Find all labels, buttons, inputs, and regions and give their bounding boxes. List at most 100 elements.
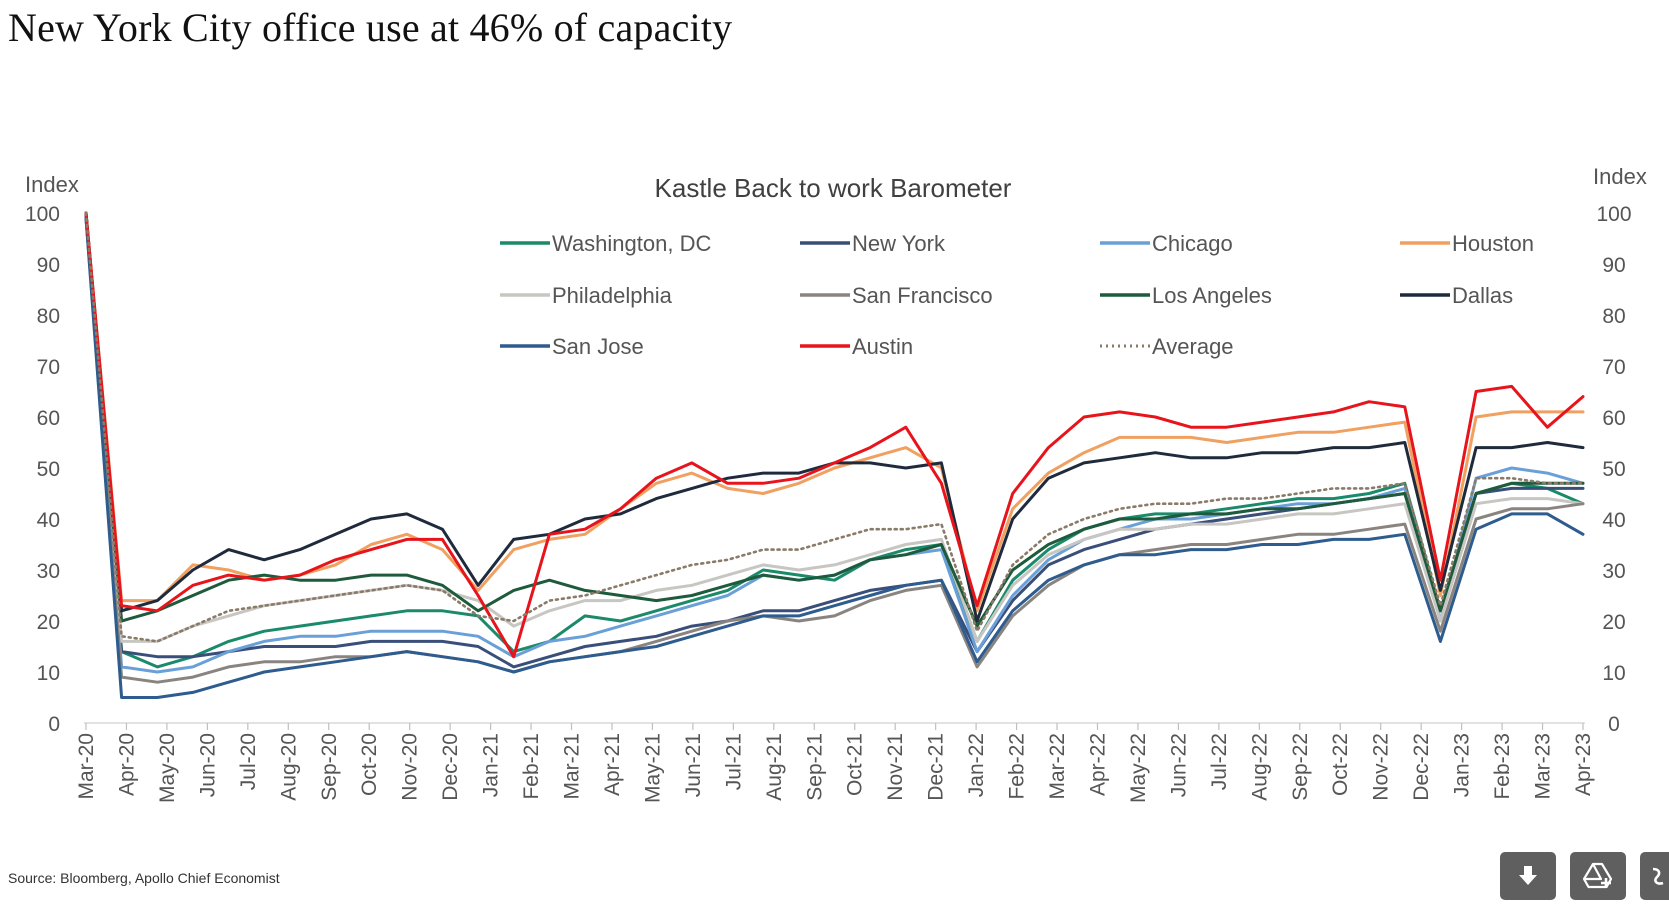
legend-label: Los Angeles (1152, 283, 1272, 308)
x-tick-label: May-22 (1127, 733, 1150, 803)
y-tick-left-label: 80 (37, 305, 60, 328)
series-line-washington-dc (84, 211, 1585, 669)
x-tick-label: Dec-22 (1410, 733, 1433, 801)
y-axis-right: 0 10 20 30 40 50 60 70 80 90 100 (1596, 203, 1631, 736)
y-tick-right-label: 70 (1602, 356, 1625, 379)
partial-icon (1652, 867, 1663, 885)
x-tick-label: Sep-20 (318, 733, 341, 801)
x-tick-label: Dec-20 (439, 733, 462, 801)
y-tick-left-label: 10 (37, 662, 60, 685)
series-line-chicago (84, 216, 1585, 674)
legend-item: Average (1100, 334, 1234, 359)
y-tick-right-label: 30 (1602, 560, 1625, 583)
x-tick-label: Feb-22 (1006, 733, 1029, 800)
x-tick-label: Apr-21 (601, 733, 624, 796)
legend-item: San Jose (500, 334, 644, 359)
x-tick-label: Jul-22 (1208, 733, 1231, 790)
google-drive-icon (1582, 862, 1613, 889)
legend-label: Washington, DC (552, 231, 711, 256)
legend-item: New York (800, 231, 946, 256)
series-line-average (84, 211, 1585, 643)
chart-title: Kastle Back to work Barometer (655, 173, 1012, 203)
save-to-drive-button[interactable] (1570, 852, 1626, 900)
source-note: Source: Bloomberg, Apollo Chief Economis… (8, 870, 280, 886)
x-tick-label: Feb-21 (520, 733, 543, 800)
legend-item: Washington, DC (500, 231, 711, 256)
y-tick-left-label: 30 (37, 560, 60, 583)
legend-item: Houston (1400, 231, 1534, 256)
y-tick-left-label: 0 (48, 713, 60, 736)
x-tick-label: Nov-20 (399, 733, 422, 801)
legend-label: Houston (1452, 231, 1534, 256)
y-tick-right-label: 0 (1608, 713, 1620, 736)
y-tick-right-label: 50 (1602, 458, 1625, 481)
x-tick-label: May-20 (156, 733, 179, 803)
legend-item: San Francisco (800, 283, 993, 308)
x-tick-label: Mar-21 (561, 733, 584, 800)
y-tick-right-label: 40 (1602, 509, 1625, 532)
x-tick-label: Mar-20 (75, 733, 98, 800)
y-tick-left-label: 50 (37, 458, 60, 481)
legend-item: Austin (800, 334, 913, 359)
legend-label: New York (852, 231, 946, 256)
x-tick-label: Oct-20 (358, 733, 381, 796)
series-line-austin (84, 211, 1585, 659)
x-tick-label: Jan-21 (480, 733, 503, 797)
chart-page-title: New York City office use at 46% of capac… (8, 5, 733, 50)
y-tick-left-label: 60 (37, 407, 60, 430)
series-lines (84, 211, 1585, 699)
x-tick-label: Aug-20 (277, 733, 300, 801)
legend-label: Austin (852, 334, 913, 359)
x-tick-label: Apr-20 (115, 733, 138, 796)
series-line-san-francisco (84, 216, 1585, 684)
x-tick-label: Jun-20 (196, 733, 219, 797)
legend-item: Chicago (1100, 231, 1233, 256)
y-tick-right-label: 80 (1602, 305, 1625, 328)
extra-tool-button[interactable] (1640, 852, 1669, 900)
legend-item: Philadelphia (500, 283, 673, 308)
x-tick-label: Jul-20 (237, 733, 260, 790)
legend-label: San Francisco (852, 283, 993, 308)
x-tick-label: Dec-21 (925, 733, 948, 801)
legend: Washington, DC New York Chicago Houston Phil… (500, 231, 1534, 359)
legend-item: Los Angeles (1100, 283, 1272, 308)
x-tick-label: Aug-21 (763, 733, 786, 801)
legend-item: Dallas (1400, 283, 1513, 308)
x-tick-label: Jun-21 (682, 733, 705, 797)
series-line-san-jose (84, 216, 1585, 699)
download-button[interactable] (1500, 852, 1556, 900)
x-axis: Mar-20 Apr-20 May-20 Jun-20 Jul-20 Aug-20 Sep-… (75, 723, 1595, 803)
y-tick-right-label: 60 (1602, 407, 1625, 430)
series-line-los-angeles (84, 211, 1585, 628)
y-tick-left-label: 20 (37, 611, 60, 634)
y-axis-left: 0 10 20 30 40 50 60 70 80 90 100 (25, 203, 60, 736)
y-tick-right-label: 100 (1596, 203, 1631, 226)
x-tick-label: Oct-22 (1329, 733, 1352, 796)
series-line-philadelphia (84, 216, 1585, 643)
x-tick-label: Jan-23 (1451, 733, 1474, 797)
y-axis-label-right: Index (1593, 164, 1647, 189)
x-tick-label: Jun-22 (1167, 733, 1190, 797)
legend-label: Chicago (1152, 231, 1233, 256)
x-tick-label: Jul-21 (722, 733, 745, 790)
legend-label: Average (1152, 334, 1234, 359)
x-tick-label: Jan-22 (965, 733, 988, 797)
y-tick-left-label: 40 (37, 509, 60, 532)
download-icon (1519, 866, 1537, 885)
x-tick-label: Aug-22 (1248, 733, 1271, 801)
x-tick-label: Oct-21 (844, 733, 867, 796)
x-tick-label: Feb-23 (1491, 733, 1514, 800)
y-axis-label-left: Index (25, 172, 79, 197)
x-tick-label: Mar-22 (1046, 733, 1069, 800)
series-line-houston (84, 211, 1585, 613)
series-line-dallas (84, 211, 1585, 623)
y-tick-right-label: 10 (1602, 662, 1625, 685)
y-tick-left-label: 90 (37, 254, 60, 277)
legend-label: San Jose (552, 334, 644, 359)
x-tick-label: Apr-22 (1086, 733, 1109, 796)
y-tick-left-label: 70 (37, 356, 60, 379)
x-tick-label: Nov-21 (884, 733, 907, 801)
y-tick-left-label: 100 (25, 203, 60, 226)
x-tick-label: Sep-22 (1289, 733, 1312, 801)
